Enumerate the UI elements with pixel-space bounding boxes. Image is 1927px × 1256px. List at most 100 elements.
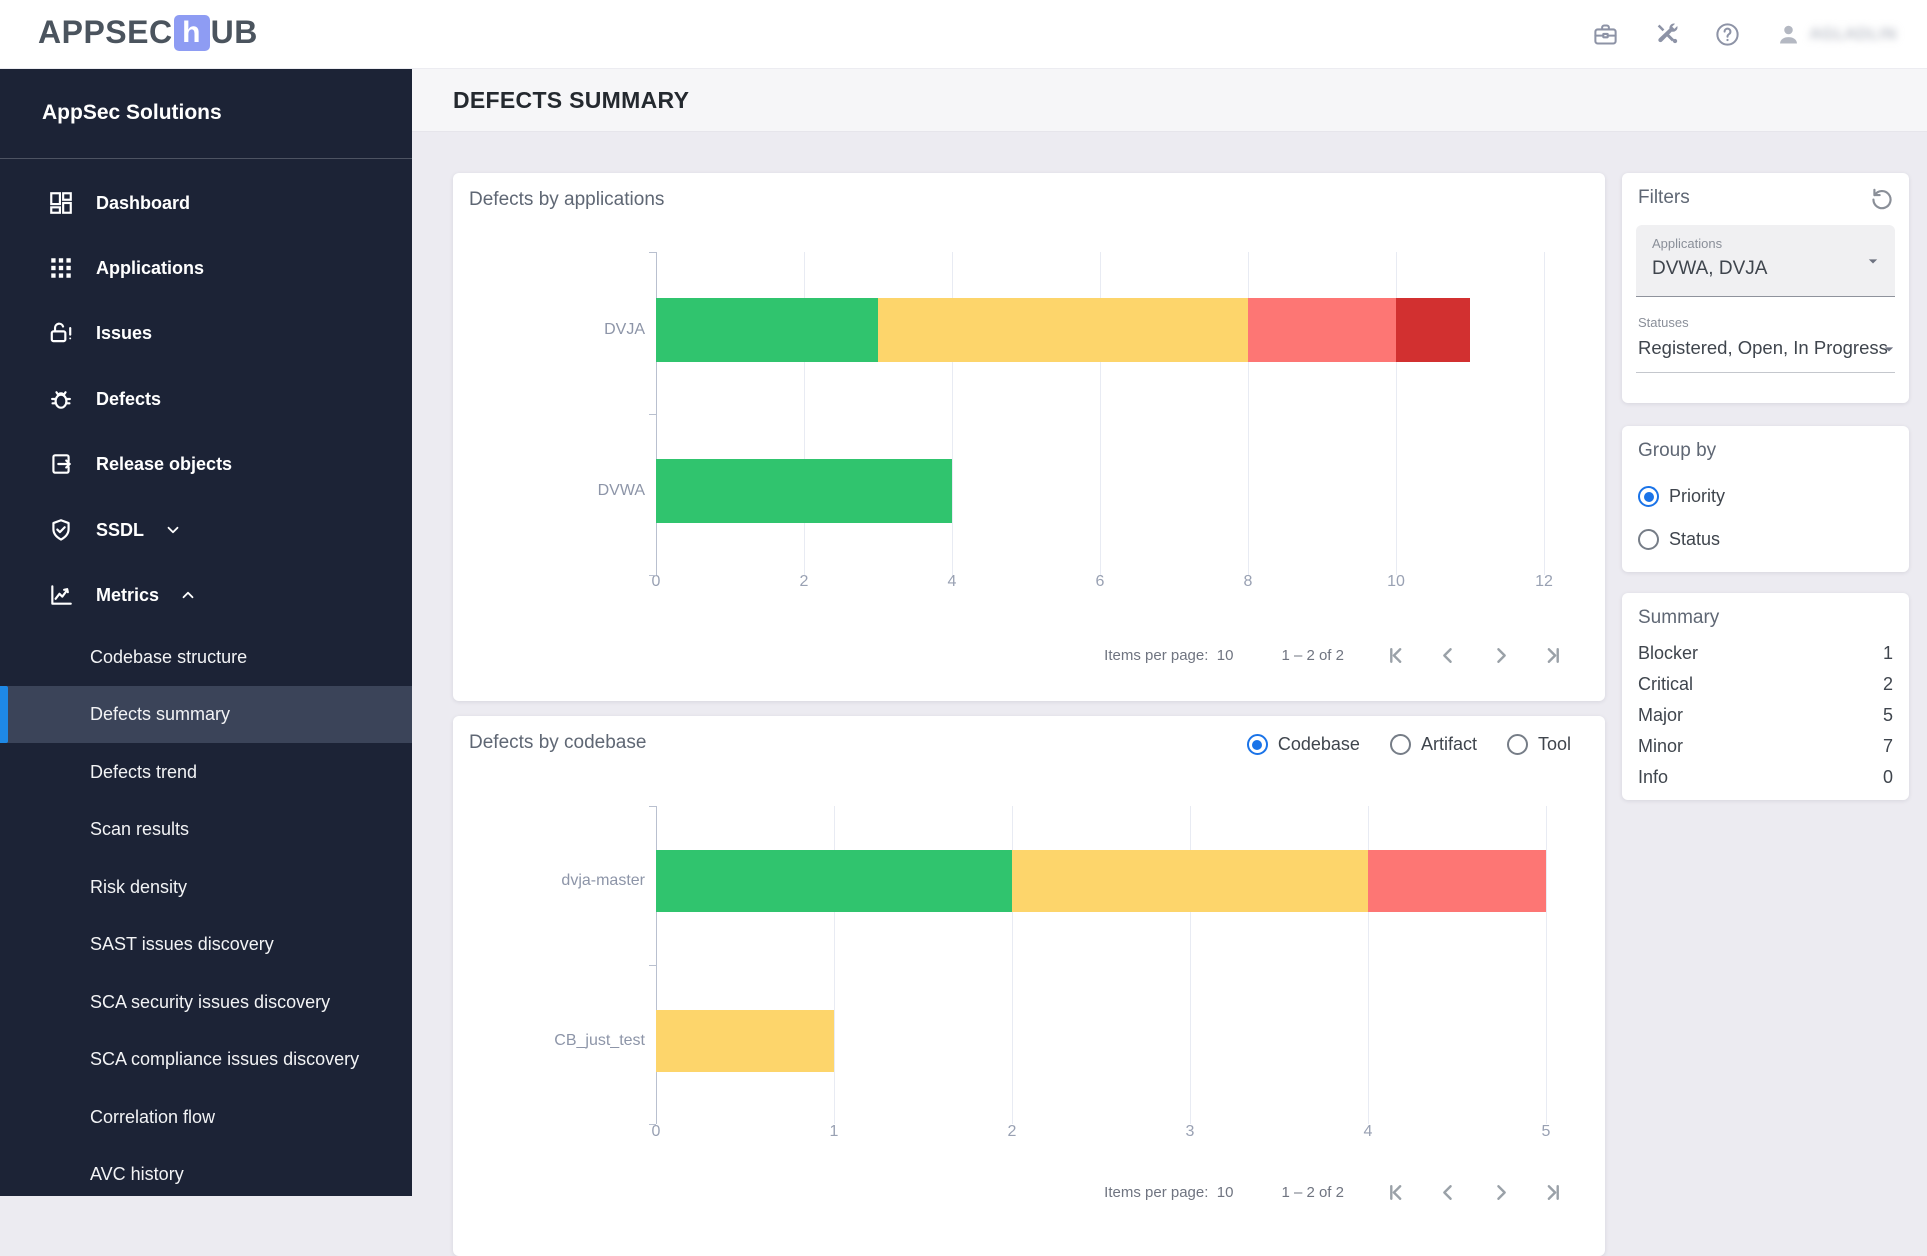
radio-selected-icon (1246, 734, 1268, 755)
sidebar-item-applications[interactable]: Applications (0, 239, 412, 297)
radio-label: Priority (1669, 486, 1726, 506)
axis-tick-label: 3 (1185, 1123, 1195, 1140)
next-page-icon[interactable] (1488, 1180, 1513, 1205)
first-page-icon[interactable] (1384, 1180, 1409, 1205)
radio-tool[interactable]: Tool (1506, 734, 1571, 755)
last-page-icon[interactable] (1540, 1180, 1565, 1205)
sidebar-item-dashboard[interactable]: Dashboard (0, 174, 412, 232)
reset-filters-icon[interactable] (1869, 185, 1895, 211)
bar-segment-blocker (1396, 298, 1470, 362)
sidebar-item-label: Issues (96, 322, 153, 343)
chart-gridline (1248, 252, 1249, 575)
category-label: dvja-master (561, 872, 645, 889)
radio-codebase[interactable]: Codebase (1246, 734, 1360, 755)
sidebar-item-issues[interactable]: Issues (0, 304, 412, 362)
sidebar: AppSec Solutions Dashboard Applications … (0, 69, 412, 1196)
radio-label: Status (1669, 529, 1721, 549)
sidebar-subitem-defects-summary[interactable]: Defects summary (0, 686, 412, 743)
summary-value: 7 (1882, 736, 1893, 756)
sidebar-subitem-avc-history[interactable]: AVC history (0, 1146, 412, 1203)
bar-segment-major (656, 1010, 834, 1072)
sidebar-subitem-label: SCA compliance issues discovery (90, 1049, 360, 1069)
sidebar-subitem-label: Scan results (90, 819, 190, 839)
axis-tick-label: 1 (829, 1123, 839, 1140)
app-logo[interactable]: APPSEC h UB (38, 14, 258, 51)
radio-status[interactable]: Status (1638, 529, 1720, 550)
summary-value: 0 (1882, 767, 1893, 787)
lock-alert-icon (50, 322, 72, 343)
sidebar-subitem-scan-results[interactable]: Scan results (0, 801, 412, 858)
summary-row-blocker: Blocker 1 (1638, 643, 1893, 664)
sidebar-subitem-sca-security-issues-discovery[interactable]: SCA security issues discovery (0, 974, 412, 1031)
sidebar-item-release-objects[interactable]: Release objects (0, 435, 412, 493)
sidebar-item-defects[interactable]: Defects (0, 370, 412, 428)
items-per-page-value[interactable]: 10 (1216, 1184, 1234, 1201)
last-page-icon[interactable] (1540, 643, 1565, 668)
summary-label: Blocker (1638, 643, 1699, 663)
summary-value: 2 (1882, 674, 1893, 694)
sidebar-subitem-correlation-flow[interactable]: Correlation flow (0, 1089, 412, 1146)
items-per-page-label: Items per page: 10 (1104, 647, 1234, 664)
summary-row-critical: Critical 2 (1638, 674, 1893, 695)
items-per-page-value[interactable]: 10 (1216, 647, 1234, 664)
axis-tick-label: 12 (1535, 573, 1553, 590)
radio-unselected-icon (1389, 734, 1411, 755)
page-header: DEFECTS SUMMARY (412, 69, 1927, 132)
user-name: AGLADLIN (1809, 25, 1897, 43)
y-axis-tick (649, 575, 656, 576)
statuses-select[interactable]: Statuses Registered, Open, In Progress (1636, 313, 1895, 373)
sidebar-subitem-defects-trend[interactable]: Defects trend (0, 744, 412, 801)
sidebar-subitem-label: AVC history (90, 1164, 184, 1184)
sidebar-item-label: Applications (96, 257, 205, 278)
sidebar-item-ssdl[interactable]: SSDL (0, 501, 412, 559)
bar-segment-critical (1368, 850, 1546, 912)
filters-panel: Filters Applications DVWA, DVJA Statuses… (1622, 173, 1909, 403)
sidebar-title: AppSec Solutions (42, 101, 222, 124)
bar-segment-major (1012, 850, 1368, 912)
axis-tick-label: 2 (799, 573, 809, 590)
next-page-icon[interactable] (1488, 643, 1513, 668)
summary-panel: Summary Blocker 1 Critical 2 Major 5 Min… (1622, 593, 1909, 800)
axis-tick-label: 8 (1243, 573, 1253, 590)
help-icon[interactable] (1714, 21, 1741, 48)
top-bar: APPSEC h UB AGLADLIN (0, 0, 1927, 69)
sidebar-item-label: Defects (96, 388, 162, 409)
previous-page-icon[interactable] (1436, 1180, 1461, 1205)
radio-label: Tool (1537, 734, 1571, 754)
page-title: DEFECTS SUMMARY (453, 87, 690, 113)
group-by-title: Group by (1638, 440, 1717, 461)
y-axis-line (656, 252, 657, 575)
summary-value: 5 (1882, 705, 1893, 725)
briefcase-icon[interactable] (1592, 21, 1619, 48)
radio-priority[interactable]: Priority (1638, 486, 1725, 507)
user-icon (1779, 25, 1797, 44)
applications-select[interactable]: Applications DVWA, DVJA (1636, 225, 1895, 297)
y-axis-tick (649, 965, 656, 966)
chart-gridline (1190, 806, 1191, 1124)
logo-text-prefix: APPSEC (38, 14, 173, 50)
sidebar-subitem-label: SAST issues discovery (90, 934, 274, 954)
sidebar-divider (0, 158, 412, 159)
bar-segment-minor (656, 298, 878, 362)
radio-artifact[interactable]: Artifact (1389, 734, 1477, 755)
sidebar-subitem-codebase-structure[interactable]: Codebase structure (0, 629, 412, 686)
sidebar-subitem-sca-compliance-issues-discovery[interactable]: SCA compliance issues discovery (0, 1031, 412, 1088)
first-page-icon[interactable] (1384, 643, 1409, 668)
sidebar-subitem-risk-density[interactable]: Risk density (0, 859, 412, 916)
category-label: DVWA (597, 482, 645, 499)
logo-text-suffix: UB (210, 14, 258, 50)
metrics-chart-icon (51, 585, 72, 605)
axis-tick-label: 4 (1363, 1123, 1373, 1140)
user-menu[interactable]: AGLADLIN (1775, 21, 1897, 48)
tools-icon[interactable] (1653, 21, 1680, 48)
chart-gridline (1100, 252, 1101, 575)
chart1-plot: 0 2 4 6 8 10 12 DVJA DVWA (453, 173, 1605, 701)
chart2-plot: 0 1 2 3 4 5 dvja-master CB_just_test (453, 716, 1605, 1256)
sidebar-item-metrics[interactable]: Metrics (0, 566, 412, 624)
summary-row-minor: Minor 7 (1638, 736, 1893, 757)
sidebar-subitem-sast-issues-discovery[interactable]: SAST issues discovery (0, 916, 412, 973)
previous-page-icon[interactable] (1436, 643, 1461, 668)
sidebar-subitem-label: Codebase structure (90, 647, 248, 667)
items-per-page-label: Items per page: 10 (1104, 1184, 1234, 1201)
exit-door-icon (52, 454, 71, 474)
